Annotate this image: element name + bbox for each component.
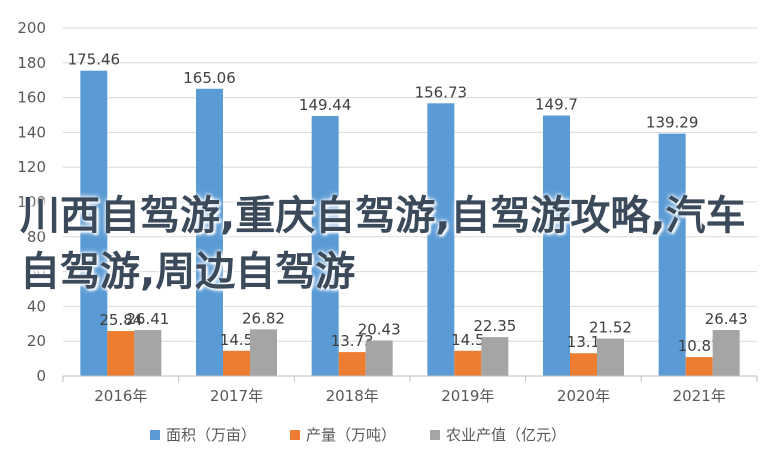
- data-label: 21.52: [589, 319, 632, 337]
- bar: [570, 353, 597, 376]
- bar: [658, 133, 686, 376]
- bar: [685, 357, 713, 376]
- bar: [454, 350, 482, 376]
- bar: [107, 331, 135, 376]
- x-tick-label: 2017年: [210, 387, 263, 405]
- data-label: 149.44: [299, 96, 352, 114]
- y-tick-label: 120: [17, 158, 46, 176]
- data-label: 139.29: [646, 114, 699, 132]
- bar: [223, 350, 250, 376]
- y-tick-label: 200: [17, 19, 46, 37]
- data-label: 14.5: [451, 331, 484, 349]
- x-tick-label: 2016年: [94, 387, 147, 405]
- bar: [543, 115, 570, 376]
- bar: [365, 340, 393, 376]
- legend: 面积（万亩） 产量（万吨） 农业产值（亿元）: [150, 426, 566, 444]
- data-label: 26.43: [705, 310, 748, 328]
- y-tick-label: 20: [27, 332, 46, 350]
- y-tick-label: 40: [27, 297, 46, 315]
- bar: [134, 330, 162, 376]
- legend-swatch: [290, 430, 300, 440]
- data-label: 175.46: [68, 51, 121, 69]
- y-tick-label: 60: [27, 263, 46, 281]
- gridlines: [63, 27, 757, 342]
- y-tick-label: 80: [27, 228, 46, 246]
- legend-swatch: [150, 430, 160, 440]
- bar: [481, 337, 509, 376]
- bar: [712, 330, 740, 376]
- data-label: 13.1: [567, 333, 600, 351]
- bar: [597, 338, 624, 376]
- bar: [80, 70, 108, 377]
- legend-label: 面积（万亩）: [166, 426, 256, 444]
- data-label: 13.73: [331, 332, 374, 350]
- y-tick-label: 160: [17, 89, 46, 107]
- y-tick-label: 100: [17, 193, 46, 211]
- x-tick-label: 2020年: [557, 387, 610, 405]
- x-tick-label: 2021年: [673, 387, 726, 405]
- data-label: 26.41: [126, 310, 169, 328]
- x-tick-label: 2018年: [326, 387, 379, 405]
- bar: [250, 329, 277, 376]
- data-label: 14.5: [220, 331, 253, 349]
- x-tick-label: 2019年: [441, 387, 494, 405]
- y-tick-label: 0: [36, 367, 46, 385]
- data-label: 156.73: [415, 83, 468, 101]
- y-tick-label: 140: [17, 123, 46, 141]
- data-label: 165.06: [183, 69, 236, 87]
- data-label: 149.7: [535, 96, 578, 114]
- bar: [196, 88, 223, 377]
- bar: [427, 103, 455, 377]
- data-label: 10.87: [678, 337, 721, 355]
- bar: [311, 115, 339, 377]
- y-axis: 0 20 40 60 80 100 120 140 160 180 200: [17, 19, 46, 385]
- data-label: 26.82: [242, 309, 285, 327]
- legend-label: 农业产值（亿元）: [446, 426, 566, 444]
- data-label: 25.84: [99, 311, 142, 329]
- legend-label: 产量（万吨）: [306, 426, 396, 444]
- y-tick-label: 180: [17, 54, 46, 72]
- data-label: 20.43: [358, 320, 401, 338]
- bar: [338, 352, 366, 376]
- data-label: 22.35: [473, 317, 516, 335]
- x-axis: 2016年 2017年 2018年 2019年 2020年 2021年: [62, 375, 758, 405]
- legend-swatch: [430, 430, 440, 440]
